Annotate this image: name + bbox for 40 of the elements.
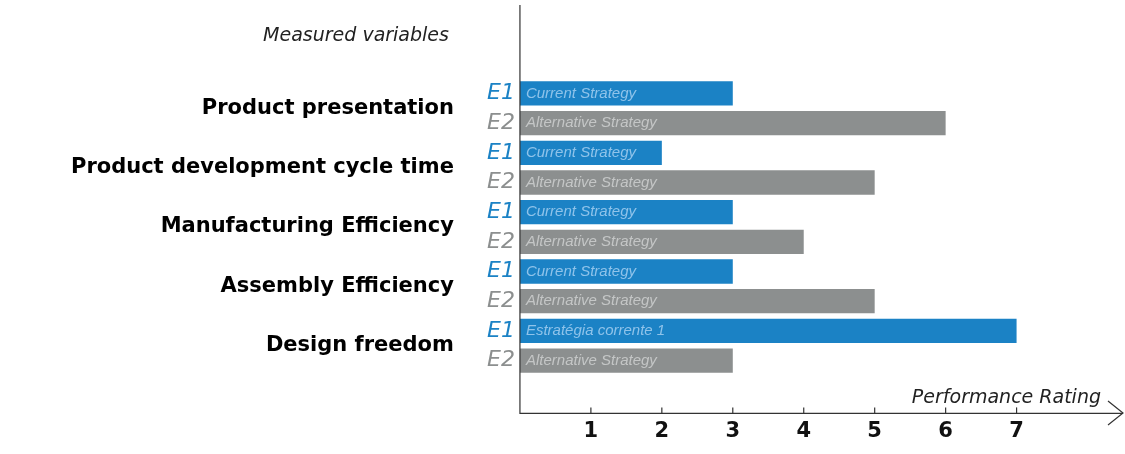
bar bbox=[519, 170, 875, 195]
bar bbox=[519, 259, 733, 284]
series-label: E1 bbox=[487, 79, 515, 105]
x-tick-label: 4 bbox=[796, 418, 812, 443]
text: E2 bbox=[487, 286, 515, 312]
series-label: E2 bbox=[487, 108, 515, 134]
x-tick-label: 2 bbox=[654, 418, 670, 443]
text: E1 bbox=[487, 197, 515, 223]
annotation: Current Strategy bbox=[525, 202, 638, 220]
annotation: Alternative Strategy bbox=[524, 113, 659, 131]
bar bbox=[519, 81, 733, 106]
text: E1 bbox=[487, 316, 515, 342]
x-tick-label: 6 bbox=[938, 418, 953, 443]
x-tick-label: 3 bbox=[725, 418, 741, 443]
y-tick-label: Assembly Efficiency bbox=[220, 272, 455, 297]
y-tick-label: Manufacturing Efficiency bbox=[160, 213, 455, 238]
annotation: Estratégia corrente 1 bbox=[525, 321, 666, 339]
annotation: Current Strategy bbox=[525, 261, 638, 279]
annotation: Alternative Strategy bbox=[524, 350, 659, 368]
bar bbox=[519, 289, 875, 314]
text: E2 bbox=[487, 227, 515, 253]
x-tick-label: 1 bbox=[583, 418, 599, 443]
annotation: Alternative Strategy bbox=[524, 172, 659, 190]
x-tick-label: 5 bbox=[867, 418, 882, 443]
text: E2 bbox=[487, 346, 515, 372]
y-axis-title: Measured variables bbox=[263, 23, 450, 45]
text: E1 bbox=[487, 138, 515, 164]
y-tick-label: Product presentation bbox=[201, 94, 454, 119]
annotation: Alternative Strategy bbox=[524, 291, 659, 309]
y-tick-label: Design freedom bbox=[265, 332, 454, 357]
bar bbox=[519, 318, 1017, 344]
x-tick-label: 7 bbox=[1009, 418, 1024, 443]
text: E1 bbox=[487, 257, 515, 283]
annotation: Current Strategy bbox=[525, 83, 638, 101]
y-tick-label: Product development cycle time bbox=[70, 154, 454, 179]
annotation: Alternative Strategy bbox=[524, 232, 659, 250]
annotation: Current Strategy bbox=[525, 142, 638, 160]
x-axis-title: Performance Rating bbox=[911, 385, 1101, 408]
bar bbox=[519, 110, 946, 136]
text: E2 bbox=[487, 168, 515, 194]
